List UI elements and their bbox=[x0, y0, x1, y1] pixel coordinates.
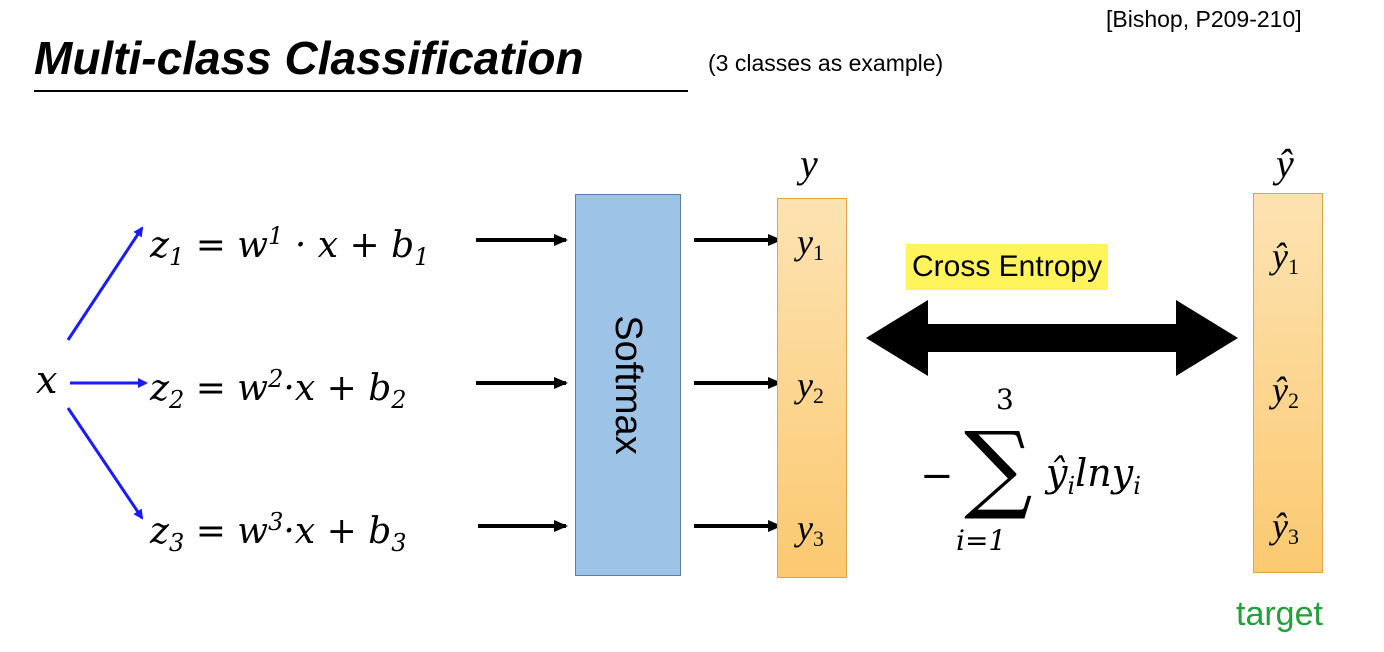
output-vector-label: y bbox=[800, 142, 818, 186]
formula-minus: − bbox=[920, 452, 954, 500]
output-y2: y2 bbox=[797, 365, 824, 416]
input-x-label: x bbox=[36, 356, 57, 404]
target-y3: ŷ3 bbox=[1272, 506, 1299, 557]
z2-symbol: z bbox=[150, 368, 169, 409]
arrow-x-to-z1 bbox=[68, 228, 142, 340]
target-y2: ŷ2 bbox=[1272, 370, 1299, 421]
cross-entropy-double-arrow bbox=[866, 300, 1238, 376]
target-y1: ŷ1 bbox=[1272, 236, 1299, 287]
equation-z1: z1 = w1 · x + b1 bbox=[150, 214, 429, 279]
target-label: target bbox=[1236, 592, 1323, 636]
cross-entropy-label: Cross Entropy bbox=[906, 244, 1108, 290]
arrow-x-to-z3 bbox=[68, 408, 142, 518]
z1-symbol: z bbox=[150, 225, 169, 266]
output-y3: y3 bbox=[797, 508, 824, 559]
equation-z2: z2 = w2·x + b2 bbox=[150, 357, 407, 422]
softmax-label: Softmax bbox=[606, 315, 650, 454]
output-y1: y1 bbox=[797, 222, 824, 273]
formula-lower-limit: i=1 bbox=[956, 524, 1006, 558]
target-vector-label: ŷ bbox=[1276, 142, 1294, 186]
z3-symbol: z bbox=[150, 511, 169, 552]
formula-sigma: ∑ bbox=[964, 412, 1033, 522]
formula-term: ŷilnyi bbox=[1046, 448, 1141, 511]
equation-z3: z3 = w3·x + b3 bbox=[150, 500, 407, 565]
